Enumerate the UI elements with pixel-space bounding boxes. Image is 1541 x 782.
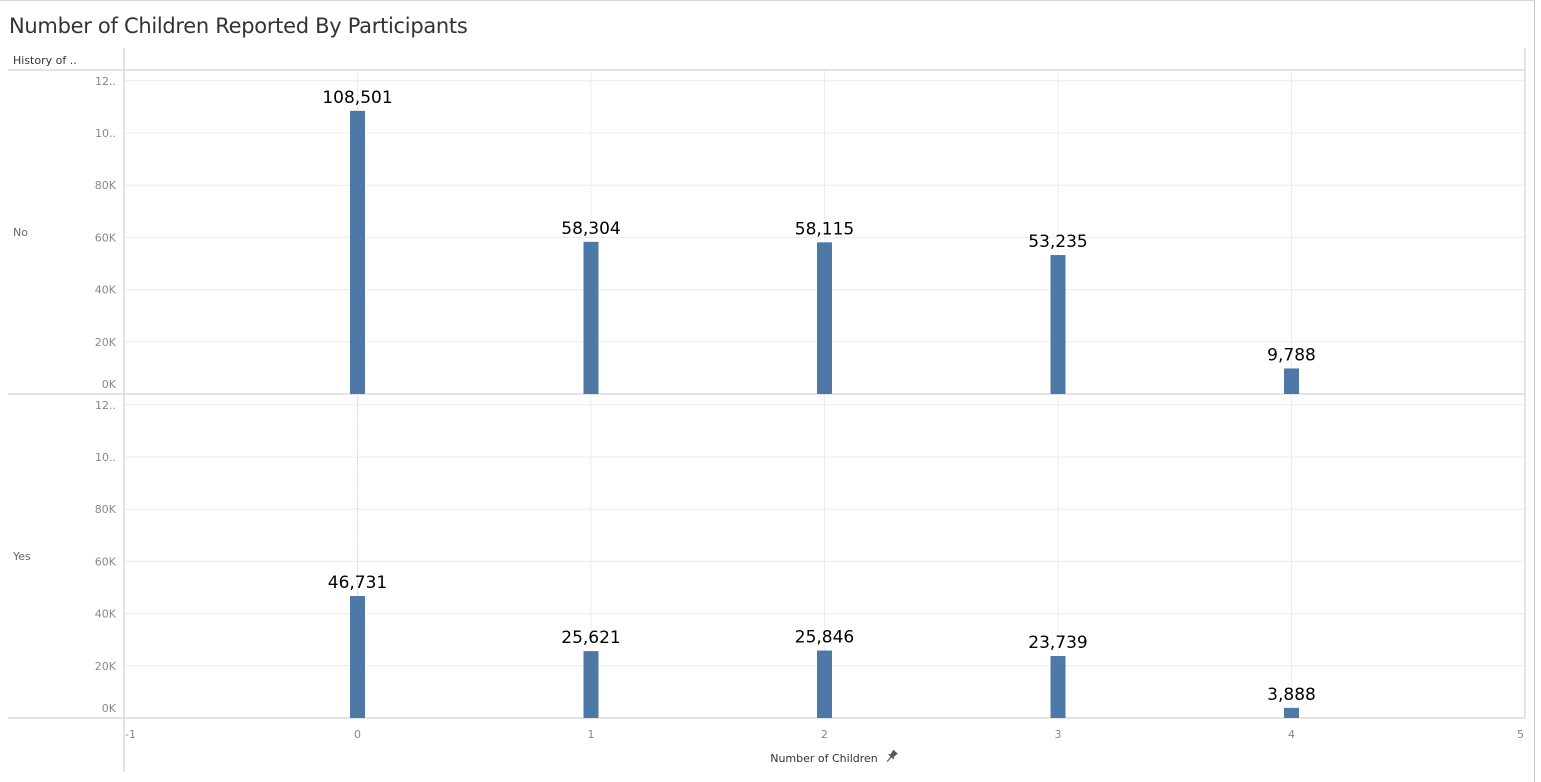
bar-no-0 — [350, 111, 365, 394]
y-tick-label: 12.. — [95, 75, 116, 88]
y-tick-label: 20K — [95, 336, 117, 349]
data-label: 53,235 — [1028, 232, 1087, 252]
data-label: 25,621 — [561, 628, 620, 648]
x-tick-label: 4 — [1288, 728, 1295, 741]
x-tick-label: 0 — [354, 728, 361, 741]
y-tick-label: 60K — [95, 555, 117, 568]
pane-label-yes: Yes — [12, 550, 31, 563]
x-axis-title: Number of Children — [770, 752, 878, 765]
data-label: 3,888 — [1267, 685, 1316, 705]
bar-yes-4 — [1284, 708, 1299, 718]
y-tick-label: 12.. — [95, 399, 116, 412]
bar-yes-3 — [1051, 656, 1066, 718]
data-label: 46,731 — [328, 573, 387, 593]
bar-no-3 — [1051, 255, 1066, 394]
y-tick-label: 20K — [95, 660, 117, 673]
data-label: 9,788 — [1267, 345, 1316, 365]
pane-label-no: No — [13, 226, 28, 239]
data-label: 58,304 — [561, 219, 620, 239]
y-tick-label: 60K — [95, 231, 117, 244]
data-label: 58,115 — [795, 219, 854, 239]
y-tick-label: 80K — [95, 179, 117, 192]
x-tick-label: 3 — [1055, 728, 1062, 741]
x-tick-label: 2 — [821, 728, 828, 741]
bar-yes-0 — [350, 596, 365, 718]
bar-no-4 — [1284, 368, 1299, 394]
y-tick-label: 10.. — [95, 127, 116, 140]
data-label: 25,846 — [795, 628, 854, 648]
y-tick-label: 40K — [95, 284, 117, 297]
y-tick-label: 0K — [102, 378, 117, 391]
bar-yes-1 — [584, 651, 599, 718]
x-tick-label: -1 — [125, 728, 136, 741]
bar-no-1 — [584, 242, 599, 394]
x-tick-label: 1 — [588, 728, 595, 741]
y-tick-label: 40K — [95, 608, 117, 621]
bar-yes-2 — [817, 651, 832, 718]
pin-icon[interactable] — [884, 749, 898, 764]
bar-no-2 — [817, 242, 832, 394]
x-tick-label: 5 — [1517, 728, 1524, 741]
y-tick-label: 80K — [95, 503, 117, 516]
data-label: 23,739 — [1028, 633, 1087, 653]
y-tick-label: 0K — [102, 702, 117, 715]
data-label: 108,501 — [322, 88, 392, 108]
y-tick-label: 10.. — [95, 451, 116, 464]
